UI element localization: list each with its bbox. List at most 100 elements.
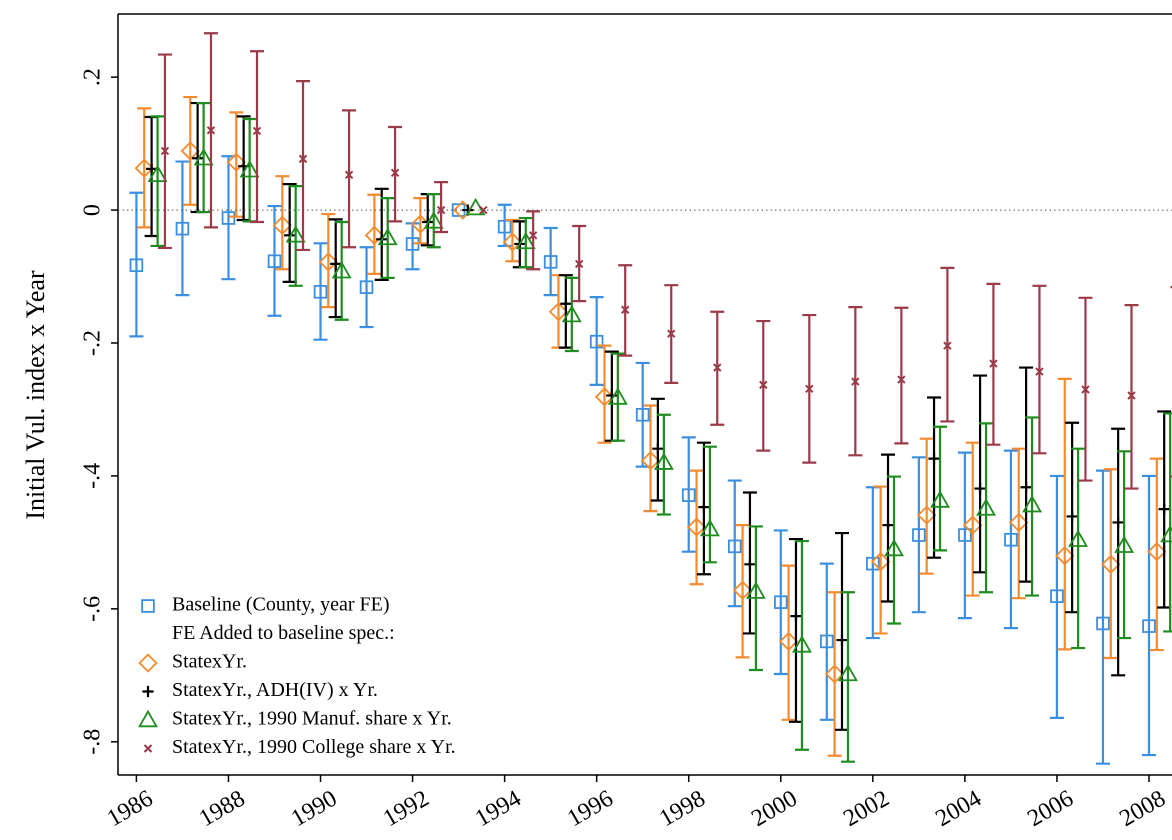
error-bar: [380, 197, 395, 279]
error-bar: [1103, 468, 1118, 660]
error-bar: [434, 181, 449, 234]
x-tick-label: 1992: [379, 786, 434, 833]
legend-label: StatexYr., 1990 Manuf. share x Yr.: [172, 708, 452, 730]
error-bar: [610, 352, 625, 442]
y-tick-label: 0: [80, 204, 106, 216]
point: [838, 663, 858, 682]
error-bar: [788, 537, 803, 723]
error-bar: [1071, 447, 1086, 650]
point: [607, 387, 628, 405]
error-bar: [367, 193, 382, 275]
point: [870, 551, 891, 572]
point: [129, 258, 144, 273]
point: [175, 221, 190, 236]
point: [1142, 619, 1156, 633]
error-bar: [564, 276, 579, 353]
point: [344, 170, 354, 180]
point: [699, 518, 720, 537]
point: [1160, 524, 1172, 543]
error-bar: [834, 531, 849, 731]
point: [1096, 616, 1110, 631]
series: [157, 32, 1172, 490]
x-tick-label: 2008: [1115, 786, 1170, 833]
point: [594, 387, 615, 407]
point: [745, 581, 766, 599]
series: [147, 101, 1172, 763]
point: [652, 443, 664, 455]
error-bar: [781, 564, 796, 721]
point: [640, 450, 661, 471]
point: [497, 219, 512, 234]
point: [548, 302, 569, 322]
error-bar: [1149, 457, 1164, 652]
point: [502, 232, 523, 252]
point: [1127, 391, 1136, 400]
point: [364, 225, 385, 245]
error-bar: [413, 197, 428, 245]
point: [206, 126, 216, 135]
error-bar: [183, 95, 198, 206]
error-bar: [196, 101, 211, 214]
point: [917, 505, 937, 525]
error-bar: [1011, 447, 1026, 600]
point: [681, 488, 696, 502]
error-bar: [643, 404, 658, 513]
point: [928, 453, 940, 465]
point: [267, 254, 282, 269]
error-bar: [794, 539, 809, 751]
error-bar: [296, 80, 311, 252]
error-bar: [505, 218, 520, 263]
error-bar: [597, 344, 612, 444]
error-bar: [1025, 416, 1040, 597]
y-axis-label: Initial Vul. index x Year: [21, 270, 50, 520]
point: [180, 141, 200, 161]
point: [773, 595, 788, 609]
point: [667, 329, 676, 338]
x-tick-label: 2002: [839, 786, 894, 833]
series: [134, 95, 1167, 757]
point: [1055, 545, 1075, 566]
point: [1020, 481, 1032, 493]
error-bar: [558, 274, 573, 349]
point: [759, 380, 768, 390]
point: [686, 517, 707, 537]
x-tick-label: 2006: [1023, 786, 1078, 833]
point: [976, 498, 997, 516]
x-tick-label: 2004: [931, 786, 986, 833]
error-bar: [979, 422, 994, 594]
point: [713, 363, 722, 372]
point: [963, 515, 983, 535]
legend-note: FE Added to baseline spec.:: [172, 622, 395, 644]
x-tick-label: 1996: [563, 786, 618, 833]
point: [515, 231, 536, 250]
point: [574, 259, 584, 269]
point: [897, 375, 906, 384]
error-bar: [1163, 412, 1172, 633]
point: [635, 407, 650, 422]
point: [884, 538, 904, 557]
error-bar: [911, 456, 926, 614]
error-bar: [551, 274, 566, 349]
legend-marker: [141, 599, 155, 613]
point: [791, 635, 812, 653]
x-tick-label: 1986: [103, 786, 158, 833]
error-bar: [589, 296, 604, 386]
error-bar: [267, 204, 282, 317]
point: [561, 304, 582, 323]
error-bar: [965, 441, 980, 597]
error-bar: [249, 50, 264, 224]
error-bar: [359, 246, 374, 329]
point: [1112, 516, 1124, 529]
error-bar: [689, 469, 704, 586]
point: [727, 539, 742, 554]
error-bar: [1049, 474, 1064, 719]
point: [1050, 589, 1064, 603]
point: [377, 227, 398, 246]
error-bar: [313, 242, 328, 341]
error-bar: [957, 451, 972, 620]
error-bar: [543, 226, 558, 297]
point: [824, 664, 845, 684]
point: [866, 556, 880, 571]
point: [1022, 494, 1043, 513]
point: [820, 634, 834, 649]
